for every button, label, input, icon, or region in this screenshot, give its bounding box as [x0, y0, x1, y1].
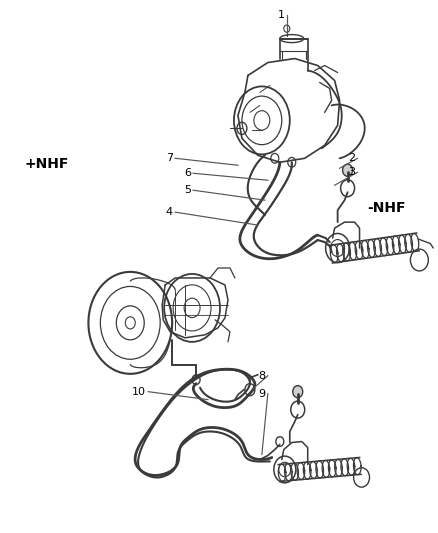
Text: 5: 5 — [184, 185, 191, 195]
Text: 9: 9 — [258, 389, 266, 399]
Text: 10: 10 — [132, 386, 146, 397]
Text: 8: 8 — [258, 371, 266, 381]
Text: 1: 1 — [278, 10, 285, 20]
Text: 6: 6 — [184, 168, 191, 178]
Circle shape — [293, 385, 303, 398]
Circle shape — [343, 164, 353, 176]
Text: 3: 3 — [348, 167, 355, 177]
Text: 4: 4 — [166, 207, 173, 217]
Text: 7: 7 — [166, 154, 173, 163]
Text: -NHF: -NHF — [367, 201, 406, 215]
Text: 2: 2 — [348, 154, 355, 163]
Text: +NHF: +NHF — [25, 157, 69, 172]
